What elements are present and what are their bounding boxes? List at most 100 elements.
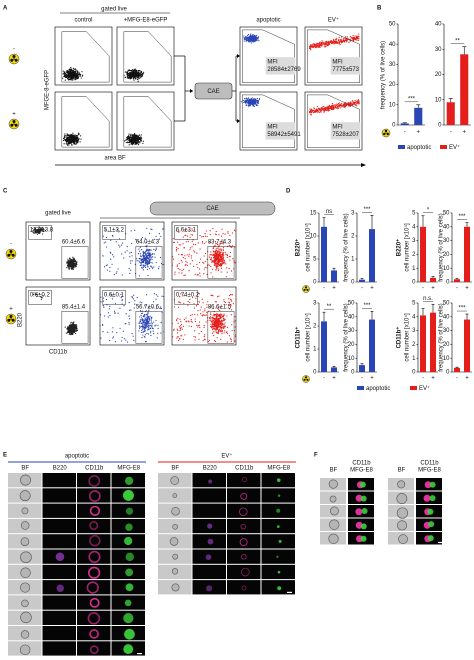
event-dot xyxy=(243,101,245,104)
event-dot xyxy=(332,105,334,107)
event-dot xyxy=(70,262,72,264)
event-dot xyxy=(194,339,196,341)
event-dot xyxy=(128,321,130,324)
event-dot xyxy=(139,326,142,328)
event-dot xyxy=(77,76,79,78)
event-dot xyxy=(322,41,324,43)
y-tick-label: 4 xyxy=(412,224,416,230)
event-dot xyxy=(212,315,214,317)
event-dot xyxy=(72,76,74,78)
event-dot xyxy=(180,302,182,304)
event-dot xyxy=(213,324,215,326)
event-dot xyxy=(69,266,71,268)
event-dot xyxy=(253,39,255,41)
event-dot xyxy=(197,326,199,328)
event-dot xyxy=(334,104,337,106)
event-dot xyxy=(136,71,138,73)
event-dot xyxy=(333,105,335,107)
event-dot xyxy=(65,135,67,137)
event-dot xyxy=(313,111,315,113)
event-dot xyxy=(107,331,109,333)
event-dot xyxy=(356,105,358,107)
event-dot xyxy=(220,271,222,273)
event-dot xyxy=(226,341,228,343)
event-dot xyxy=(73,262,75,265)
event-dot xyxy=(111,234,114,237)
event-dot xyxy=(140,249,143,251)
event-dot xyxy=(124,71,127,73)
event-dot xyxy=(214,314,216,316)
event-dot xyxy=(183,268,185,270)
event-dot xyxy=(199,272,201,274)
event-dot xyxy=(76,136,78,138)
event-dot xyxy=(125,313,127,315)
event-dot xyxy=(333,108,335,111)
y-tick-label: 3 xyxy=(351,211,355,217)
event-dot xyxy=(128,302,130,304)
event-dot xyxy=(214,260,216,262)
event-dot xyxy=(138,138,140,141)
event-dot xyxy=(153,253,155,255)
event-dot xyxy=(206,273,208,276)
event-dot xyxy=(339,40,341,42)
event-dot xyxy=(150,249,152,251)
event-dot xyxy=(142,324,144,326)
event-dot xyxy=(234,246,236,248)
event-dot xyxy=(142,252,145,254)
event-dot xyxy=(310,114,312,116)
event-dot xyxy=(71,326,73,328)
event-dot xyxy=(148,249,150,251)
event-dot xyxy=(128,140,131,142)
event-dot xyxy=(257,36,260,38)
event-dot xyxy=(67,261,69,263)
event-dot xyxy=(65,143,67,145)
column-header: control xyxy=(74,18,92,24)
event-dot xyxy=(123,338,125,340)
event-dot xyxy=(147,333,150,335)
event-dot xyxy=(67,71,69,73)
event-dot xyxy=(199,313,202,315)
event-dot xyxy=(150,334,152,337)
event-dot xyxy=(252,38,254,40)
event-dot xyxy=(76,328,78,330)
event-dot xyxy=(221,323,223,325)
event-dot xyxy=(100,337,102,339)
plot-frame xyxy=(239,26,298,86)
event-dot xyxy=(139,246,141,248)
event-dot xyxy=(185,234,187,236)
event-dot xyxy=(110,258,112,260)
event-dot xyxy=(256,97,258,100)
event-dot xyxy=(198,338,200,340)
event-dot xyxy=(134,68,136,70)
event-dot xyxy=(133,79,135,81)
event-dot xyxy=(328,41,330,43)
event-dot xyxy=(215,317,217,319)
event-dot xyxy=(68,70,70,72)
event-dot xyxy=(67,267,70,269)
event-dot xyxy=(182,243,184,245)
event-dot xyxy=(257,100,259,102)
event-dot xyxy=(232,303,234,305)
event-dot xyxy=(204,252,207,255)
event-dot xyxy=(75,73,77,75)
axis-title: frequency (% of live cells) xyxy=(381,41,387,109)
event-dot xyxy=(147,325,149,327)
event-dot xyxy=(249,34,251,37)
y-tick-label: 0 xyxy=(412,280,416,286)
event-dot xyxy=(330,108,333,110)
event-dot xyxy=(144,317,146,320)
y-tick-label: 5 xyxy=(412,211,416,217)
event-dot xyxy=(318,111,321,113)
gate-value: 0.6±0.1 xyxy=(104,293,125,299)
event-dot xyxy=(133,133,135,136)
event-dot xyxy=(130,73,132,75)
event-dot xyxy=(224,301,227,303)
row-label: - xyxy=(13,47,15,53)
event-dot xyxy=(133,69,135,71)
event-dot xyxy=(132,78,134,80)
event-dot xyxy=(67,75,69,77)
event-dot xyxy=(215,327,217,329)
event-dot xyxy=(127,136,130,138)
event-dot xyxy=(123,257,125,259)
event-dot xyxy=(317,109,319,111)
